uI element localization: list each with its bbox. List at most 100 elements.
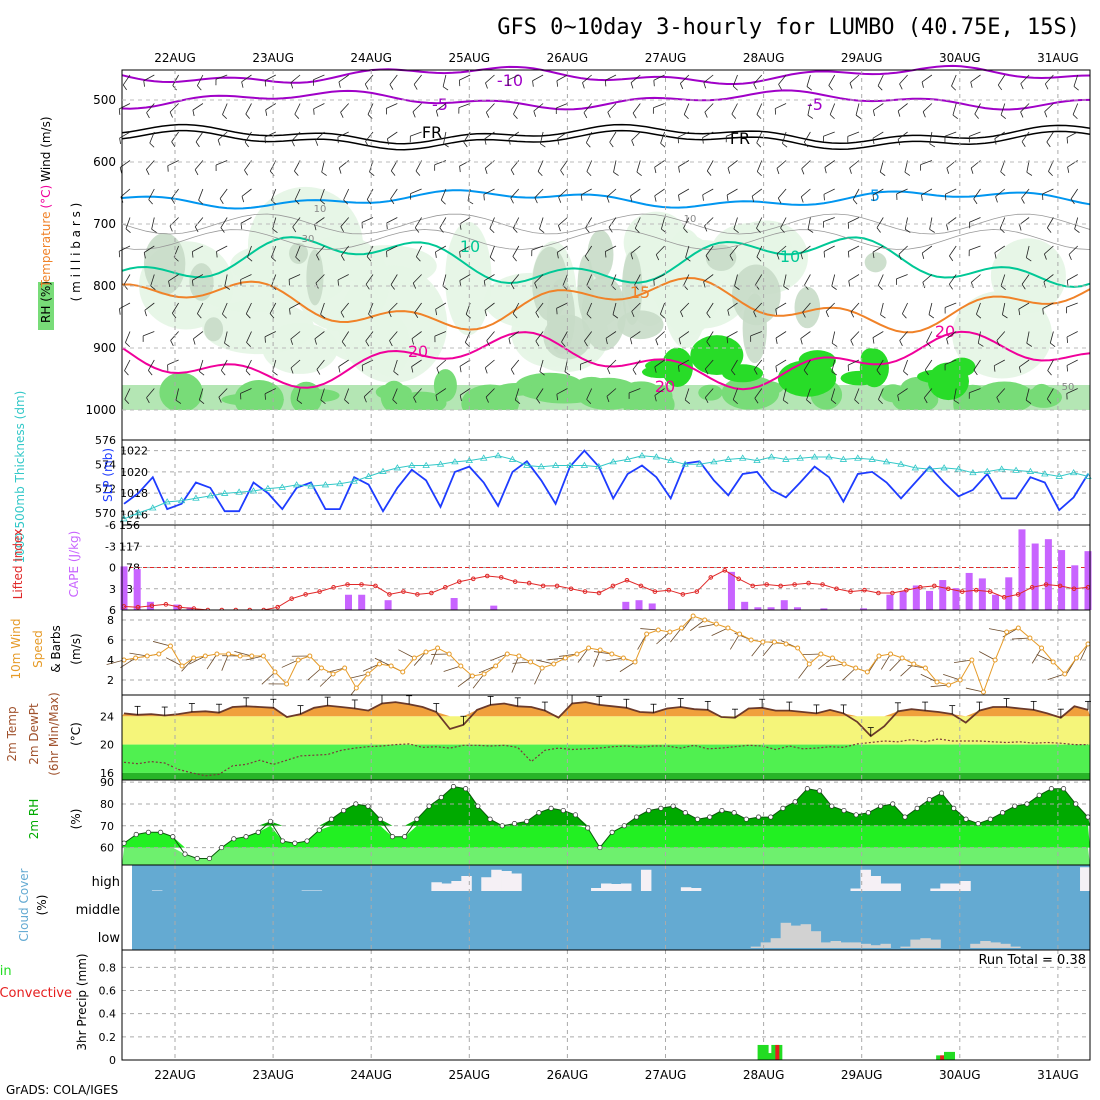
wind-barb — [1066, 388, 1078, 394]
wind-barb — [459, 359, 471, 367]
wind-barb — [486, 103, 495, 113]
wind-barb-flag — [119, 308, 121, 315]
wind-barb — [930, 684, 949, 688]
wind-barb — [264, 131, 276, 138]
wind-speed-point — [307, 653, 313, 659]
wind-barb — [880, 302, 884, 315]
wind-barb — [414, 302, 422, 313]
wind-barb — [584, 245, 593, 257]
rh-point — [670, 803, 676, 809]
wind-barb — [946, 217, 957, 225]
wind-barb-flag — [754, 398, 759, 404]
wind-barb — [804, 274, 811, 286]
wind-barb-flag — [414, 227, 420, 233]
wind-barb — [272, 217, 277, 230]
wind-barb — [705, 245, 714, 256]
wind-barb — [945, 188, 957, 195]
li-point — [149, 603, 155, 609]
cape-bar — [860, 608, 868, 610]
wind-barb-flag — [904, 171, 911, 176]
thickness-point — [494, 452, 502, 459]
wind-speed-point — [1027, 635, 1033, 641]
rh-point — [1012, 803, 1018, 809]
li-point — [359, 582, 364, 587]
wind-barb-flag — [512, 313, 518, 319]
wind-barb-flag — [148, 370, 153, 376]
cloud-low-bar — [810, 931, 822, 948]
li-point — [373, 583, 378, 589]
wind-barb — [1070, 188, 1079, 200]
rh-point — [951, 805, 957, 811]
wind-barb — [706, 331, 714, 342]
li-point — [918, 585, 923, 590]
wind-barb — [484, 274, 495, 282]
wind-barb-flag — [316, 369, 321, 375]
wind-barb — [953, 388, 957, 401]
rh-shade-mid — [794, 286, 821, 329]
wind-barb — [852, 188, 860, 200]
wind-barb — [1036, 654, 1054, 663]
wind-barb-flag — [849, 167, 852, 174]
rh-shade-high — [1025, 386, 1062, 408]
cape-bar — [173, 604, 181, 610]
wind-barb-flag — [194, 226, 199, 233]
cloud-low-bar — [750, 946, 762, 948]
wind-speed-point — [771, 639, 777, 645]
wind-barb-flag — [537, 171, 543, 176]
wind-speed-point — [574, 651, 580, 657]
wind-barb — [218, 388, 228, 398]
wind-barb — [979, 651, 996, 661]
wind-tick-label: 8 — [107, 614, 114, 627]
wind-barb — [514, 388, 520, 401]
wind-barb-flag — [632, 369, 637, 375]
li-point — [736, 576, 742, 582]
wind-barb — [929, 217, 933, 230]
wind-barb — [245, 302, 252, 314]
wind-barb — [731, 359, 738, 371]
li-point — [596, 590, 602, 596]
wind-barb — [556, 103, 568, 109]
wind-barb-flag — [995, 196, 998, 203]
li-point — [317, 589, 322, 594]
rh-point — [1073, 801, 1079, 807]
wind-barb-flag — [510, 369, 515, 375]
wind-barb-flag — [680, 311, 684, 318]
li-point — [512, 579, 518, 584]
wind-axis-label-2: Speed — [31, 630, 45, 668]
li-point — [806, 580, 811, 586]
wind-barb — [264, 331, 276, 338]
wind-barb-flag — [271, 199, 277, 205]
wind-barb-flag — [195, 141, 200, 148]
wind-barb-flag — [973, 369, 978, 376]
rh-point — [878, 803, 884, 809]
wind-barb-flag — [365, 141, 369, 147]
wind-speed-point — [1085, 641, 1091, 647]
wind-barb — [269, 302, 277, 314]
wind-barb — [434, 160, 447, 166]
wind-barb — [124, 388, 131, 400]
thickness-point — [695, 460, 704, 467]
panels-layer: -10-5 -5FR FR51010101520202010305050060070… — [0, 51, 1092, 1082]
wind-barb — [922, 103, 933, 113]
wind-speed-point — [806, 661, 812, 667]
isotherm-20 — [121, 330, 1091, 391]
wind-barb-flag — [876, 227, 881, 233]
wind-barb — [216, 245, 228, 252]
wind-barb-flag — [702, 194, 704, 201]
cloud-high-bar — [960, 881, 971, 891]
wind-barb-flag — [582, 82, 585, 89]
wind-barb-flag — [313, 108, 315, 115]
wind-barb — [222, 103, 228, 115]
rh-point — [743, 816, 749, 822]
wind-speed-point — [922, 665, 928, 671]
li-point — [470, 576, 476, 582]
cloud-low-bar — [770, 938, 782, 948]
wind-barb — [782, 388, 787, 401]
cape-bar — [754, 607, 762, 610]
wind-barb — [776, 160, 787, 169]
rh-point — [402, 834, 408, 840]
wind-barb-flag — [558, 225, 561, 232]
wind-barb — [994, 131, 1006, 139]
wind-speed-point — [377, 661, 383, 667]
wind-barb — [146, 160, 155, 170]
